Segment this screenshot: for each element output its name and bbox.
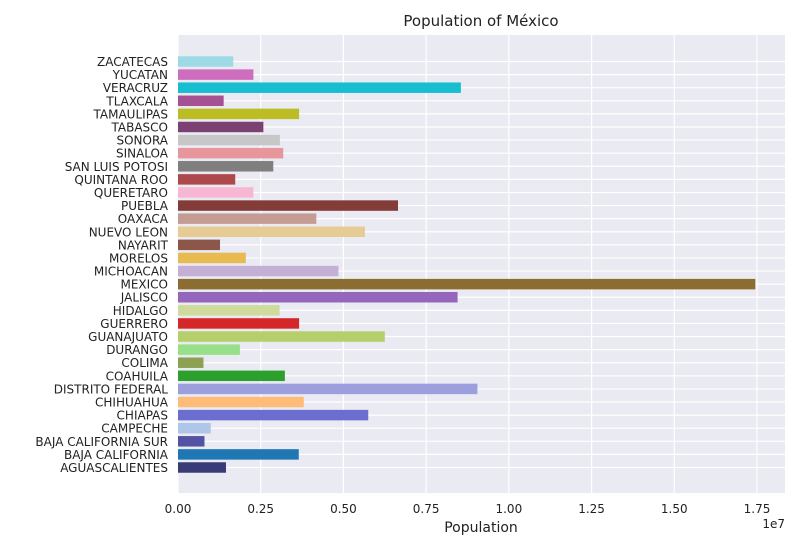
y-tick-label: COLIMA (121, 356, 168, 370)
x-tick-label: 1.75 (744, 502, 771, 516)
y-tick-label: COAHUILA (106, 369, 169, 383)
x-tick-label: 1.50 (661, 502, 688, 516)
x-axis-label: Population (444, 520, 518, 536)
bar-jalisco (178, 292, 458, 303)
bar-tlaxcala (178, 95, 224, 107)
bar-sinaloa (178, 147, 284, 159)
bar-baja-california (178, 449, 299, 460)
y-tick-label: JALISCO (120, 291, 168, 305)
bar-tamaulipas (178, 108, 300, 120)
y-tick-label: CHIHUAHUA (95, 396, 169, 410)
bar-michoacan (178, 265, 339, 277)
x-tick-label: 1.25 (578, 502, 605, 516)
bar-chihuahua (178, 396, 304, 408)
plot-area (178, 35, 785, 493)
y-tick-label: CAMPECHE (101, 422, 168, 436)
bars (178, 56, 756, 473)
bar-guanajuato (178, 331, 385, 342)
y-tick-label: TAMAULIPAS (93, 107, 168, 121)
y-tick-label: DISTRITO FEDERAL (54, 382, 169, 396)
chart-title: Population of México (403, 12, 558, 30)
y-tick-label: AGUASCALIENTES (60, 461, 168, 475)
y-tick-label: MICHOACAN (94, 265, 168, 279)
y-tick-label: NAYARIT (118, 238, 169, 252)
bar-colima (178, 357, 204, 368)
x-tick-label: 1.00 (495, 502, 522, 516)
x-tick-label: 0.75 (413, 502, 440, 516)
bar-puebla (178, 200, 399, 211)
bar-yucatan (178, 69, 254, 80)
bar-nayarit (178, 239, 221, 251)
bar-hidalgo (178, 305, 280, 316)
y-tick-label: MORELOS (109, 251, 168, 265)
bar-baja-california-sur (178, 436, 205, 447)
bar-tabasco (178, 121, 264, 133)
bar-chiapas (178, 409, 369, 421)
y-tick-label: BAJA CALIFORNIA SUR (35, 435, 168, 449)
bar-san-luis-potosi (178, 161, 274, 172)
y-tick-label: QUINTANA ROO (74, 173, 168, 187)
y-tick-label: CHIAPAS (117, 409, 168, 423)
bar-guerrero (178, 318, 300, 329)
bar-coahuila (178, 370, 285, 382)
x-tick-label: 0.25 (247, 502, 274, 516)
y-tick-label: TLAXCALA (105, 94, 168, 108)
y-tick-label: ZACATECAS (97, 55, 168, 69)
y-tick-label: MEXICO (120, 278, 168, 292)
y-tick-label: NUEVO LEON (89, 225, 168, 239)
x-tick-label: 0.00 (165, 502, 192, 516)
bar-veracruz (178, 82, 461, 93)
y-tick-label: OAXACA (118, 212, 169, 226)
bar-oaxaca (178, 213, 317, 224)
x-tick-labels: 0.00 0.25 0.50 0.75 1.00 1.25 1.50 1.75 (165, 502, 771, 516)
bar-aguascalientes (178, 462, 226, 473)
bar-sonora (178, 134, 280, 146)
y-tick-label: SAN LUIS POTOSI (65, 160, 168, 174)
bar-mexico (178, 278, 756, 290)
bar-distrito-federal (178, 383, 478, 395)
y-tick-label: HIDALGO (113, 304, 168, 318)
y-tick-label: SONORA (116, 134, 168, 148)
x-tick-label: 0.50 (330, 502, 357, 516)
x-axis-offset-label: 1e7 (762, 517, 785, 531)
y-tick-label: GUANAJUATO (88, 330, 168, 344)
bar-queretaro (178, 187, 254, 198)
bar-durango (178, 344, 240, 355)
bar-campeche (178, 422, 211, 434)
bar-morelos (178, 252, 246, 264)
bar-quintana-roo (178, 174, 236, 185)
y-tick-label: PUEBLA (121, 199, 169, 213)
y-tick-label: YUCATAN (112, 68, 168, 82)
y-tick-label: VERACRUZ (103, 81, 168, 95)
y-tick-label: TABASCO (111, 120, 169, 134)
bar-zacatecas (178, 56, 234, 67)
y-tick-label: DURANGO (106, 343, 168, 357)
y-tick-label: SINALOA (116, 147, 169, 161)
y-tick-label: QUERETARO (94, 186, 168, 200)
y-tick-label: BAJA CALIFORNIA (64, 448, 169, 462)
bar-nuevo-leon (178, 226, 365, 237)
y-tick-label: GUERRERO (100, 317, 168, 331)
